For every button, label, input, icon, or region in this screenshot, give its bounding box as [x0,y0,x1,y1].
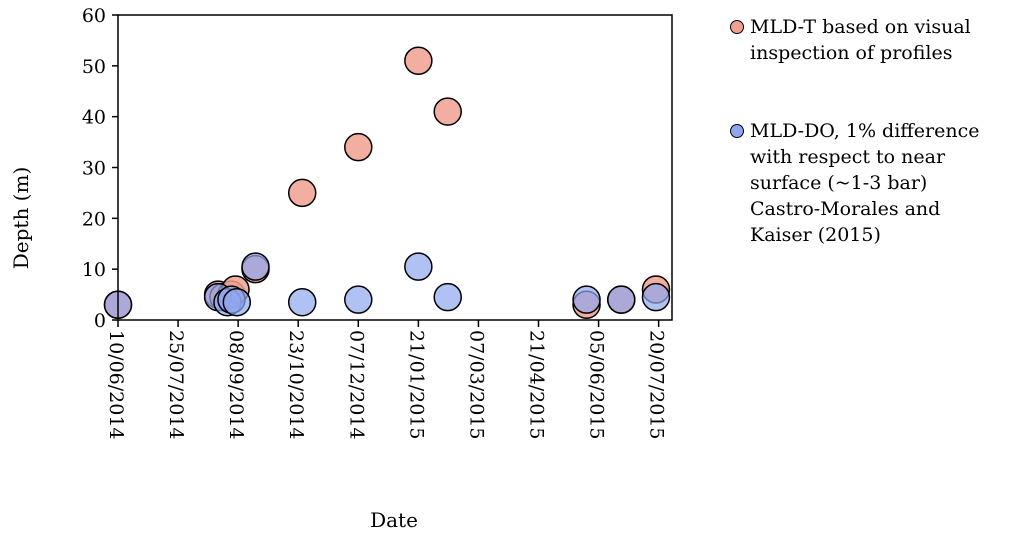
x-tick-label: 23/10/2014 [285,330,307,440]
legend-marker-mld-t [730,20,744,34]
mld-t-point [344,132,373,162]
legend-label-mld-t: MLD-T based on visual inspection of prof… [750,16,971,64]
mld-do-point [241,252,270,281]
mld-do-point [607,285,636,314]
y-tick-label: 10 [82,259,106,281]
y-tick-label: 30 [82,158,106,180]
mld-do-point [433,282,462,312]
legend-item-mld-t: MLD-T based on visual inspection of prof… [730,14,1030,66]
x-tick-label: 07/03/2015 [465,330,487,440]
mld-do-point [344,285,373,314]
x-tick-label: 21/04/2015 [526,330,548,440]
data-points [103,46,671,319]
x-tick-label: 20/07/2015 [646,330,668,440]
mld-do-point [222,287,252,317]
x-tick-label: 25/07/2014 [165,330,187,440]
mld-t-point [404,46,433,75]
x-axis: 10/06/2014 25/07/2014 08/09/2014 23/10/2014… [105,320,668,440]
x-tick-label: 07/12/2014 [345,330,367,440]
legend-item-mld-do: MLD-DO, 1% difference with respect to ne… [730,118,1030,248]
x-tick-label: 08/09/2014 [225,330,247,440]
mld-do-point [404,252,433,281]
x-axis-title: Date [370,508,418,532]
y-axis-title: Depth (m) [9,167,33,270]
plot-frame [117,14,673,321]
y-axis: 0 10 20 30 40 50 60 [82,5,118,332]
legend-marker-mld-do [730,124,744,138]
y-tick-label: 60 [82,5,106,27]
x-tick-label: 21/01/2015 [405,330,427,440]
mld-do-point [641,282,671,312]
mld-t-point [287,178,317,208]
x-tick-label: 10/06/2014 [105,330,127,440]
y-tick-label: 0 [94,310,106,332]
x-tick-label: 05/06/2015 [586,330,608,440]
y-tick-label: 50 [82,56,106,78]
y-tick-label: 40 [82,107,106,129]
mld-do-point [572,285,601,314]
mld-do-point [287,287,317,317]
legend: MLD-T based on visual inspection of prof… [730,14,1030,248]
mld-t-point [433,97,462,126]
y-tick-label: 20 [82,208,106,230]
legend-label-mld-do: MLD-DO, 1% difference with respect to ne… [750,120,980,246]
